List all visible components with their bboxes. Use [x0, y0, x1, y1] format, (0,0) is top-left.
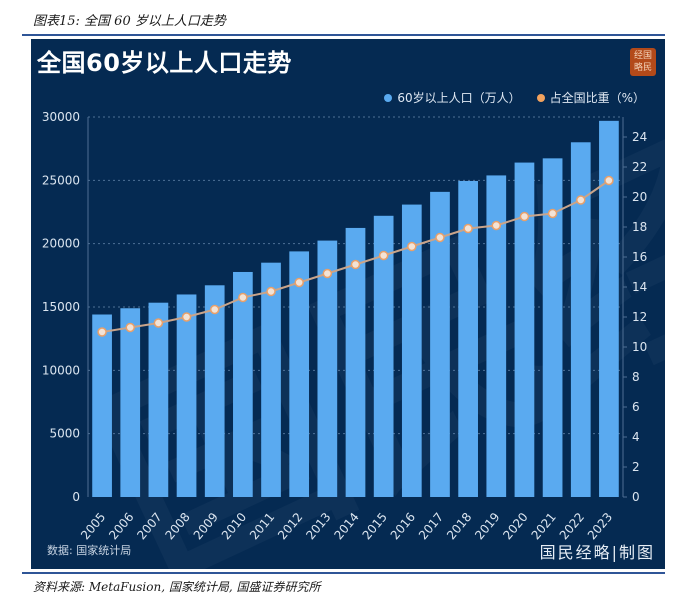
bar-2009 — [204, 285, 225, 497]
seal-logo-icon: 经国略民 — [630, 48, 656, 76]
x-tick-label: 2017 — [416, 510, 446, 542]
ratio-point-2015 — [378, 250, 389, 261]
bar-2008 — [176, 294, 197, 497]
bar-2017 — [430, 191, 450, 498]
x-tick-label: 2010 — [219, 510, 249, 542]
legend-label-ratio: 占全国比重（%） — [549, 91, 645, 105]
ratio-point-2011 — [266, 286, 276, 297]
figure-source: 资料来源: MetaFusion, 国家统计局, 国盛证券研究所 — [33, 580, 321, 594]
ratio-point-2013 — [322, 268, 333, 279]
ratio-point-2017 — [435, 232, 445, 243]
figure-caption: 图表15: 全国 60 岁以上人口走势 — [33, 14, 226, 29]
bottom-divider — [22, 572, 665, 574]
top-divider — [22, 34, 665, 36]
ratio-point-2023 — [604, 175, 614, 186]
bar-2023 — [599, 120, 619, 497]
legend-line-swatch — [536, 93, 545, 102]
x-tick-label: 2012 — [275, 510, 305, 542]
bar-2013 — [317, 240, 338, 497]
x-tick-label: 2014 — [331, 510, 361, 542]
ratio-point-2006 — [125, 322, 135, 333]
ratio-point-2012 — [294, 277, 304, 288]
seal-text: 经国略民 — [633, 51, 652, 73]
bar-2010 — [233, 271, 253, 497]
y-right-tick-label: 18 — [632, 220, 647, 234]
y-left-tick-label: 15000 — [42, 300, 80, 314]
ratio-point-2020 — [519, 211, 530, 222]
x-tick-label: 2021 — [529, 510, 559, 542]
ratio-point-2009 — [209, 304, 220, 315]
bar-2015 — [373, 215, 394, 498]
combo-chart: 0500010000150002000025000300000246810121… — [42, 110, 647, 542]
x-tick-label: 2022 — [557, 510, 587, 542]
ratio-point-2018 — [463, 223, 473, 234]
bar-2006 — [120, 308, 141, 497]
x-tick-label: 2005 — [78, 510, 108, 542]
x-tick-label: 2013 — [303, 510, 333, 542]
ratio-point-2007 — [153, 318, 164, 328]
bar-2011 — [261, 262, 281, 497]
y-left-tick-label: 10000 — [42, 363, 80, 377]
bar-2022 — [570, 142, 591, 498]
y-right-tick-label: 6 — [632, 400, 640, 414]
brand-credit: 国民经略|制图 — [539, 543, 655, 562]
y-right-tick-label: 14 — [632, 280, 647, 294]
ratio-point-2005 — [97, 327, 107, 337]
bar-2019 — [486, 175, 507, 497]
y-right-tick-label: 20 — [632, 190, 647, 204]
legend-label-population: 60岁以上人口（万人） — [397, 91, 521, 105]
legend: 60岁以上人口（万人） 占全国比重（%） — [384, 89, 645, 106]
y-right-tick-label: 16 — [632, 250, 647, 264]
y-right-tick-label: 10 — [632, 340, 647, 354]
ratio-point-2022 — [576, 195, 586, 205]
legend-bar-swatch — [384, 93, 393, 102]
chart-panel: 国民经略 全国60岁以上人口走势 经国略民 60岁以上人口（万人） 占全国比重（… — [31, 39, 665, 569]
y-right-tick-label: 8 — [632, 370, 640, 384]
x-tick-label: 2009 — [191, 510, 221, 542]
y-right-tick-label: 24 — [632, 130, 647, 144]
x-tick-label: 2020 — [500, 510, 530, 542]
x-tick-label: 2015 — [360, 510, 390, 542]
bar-2020 — [514, 162, 535, 497]
y-right-tick-label: 2 — [632, 460, 640, 474]
bar-2014 — [345, 227, 366, 497]
x-tick-label: 2006 — [106, 510, 136, 542]
y-left-tick-label: 20000 — [42, 237, 80, 251]
bar-2005 — [92, 314, 112, 497]
ratio-point-2010 — [238, 292, 248, 303]
y-left-tick-label: 30000 — [42, 110, 80, 124]
x-tick-label: 2023 — [585, 510, 615, 542]
bar-2016 — [401, 204, 422, 497]
chart-title: 全国60岁以上人口走势 — [37, 49, 292, 77]
bar-2007 — [148, 302, 169, 497]
bar-2018 — [458, 180, 478, 497]
y-left-tick-label: 25000 — [42, 173, 80, 187]
y-left-tick-label: 0 — [72, 490, 80, 504]
bar-2021 — [542, 158, 563, 497]
y-right-tick-label: 22 — [632, 160, 647, 174]
legend-item-population: 60岁以上人口（万人） — [384, 89, 521, 106]
ratio-point-2008 — [181, 312, 192, 322]
ratio-point-2016 — [407, 241, 417, 252]
y-right-tick-label: 12 — [632, 310, 647, 324]
y-right-tick-label: 4 — [632, 430, 640, 444]
ratio-point-2019 — [491, 220, 502, 231]
x-tick-label: 2018 — [444, 510, 474, 542]
x-tick-label: 2007 — [134, 510, 164, 542]
ratio-point-2021 — [547, 208, 558, 219]
legend-item-ratio: 占全国比重（%） — [536, 89, 645, 106]
bar-2012 — [289, 251, 310, 497]
y-left-tick-label: 5000 — [49, 427, 80, 441]
data-source-note: 数据: 国家统计局 — [47, 544, 132, 557]
x-tick-label: 2019 — [472, 510, 502, 542]
x-tick-label: 2016 — [388, 510, 418, 542]
ratio-point-2014 — [350, 259, 361, 270]
y-right-tick-label: 0 — [632, 490, 640, 504]
x-tick-label: 2008 — [162, 510, 192, 542]
x-tick-label: 2011 — [247, 510, 277, 542]
